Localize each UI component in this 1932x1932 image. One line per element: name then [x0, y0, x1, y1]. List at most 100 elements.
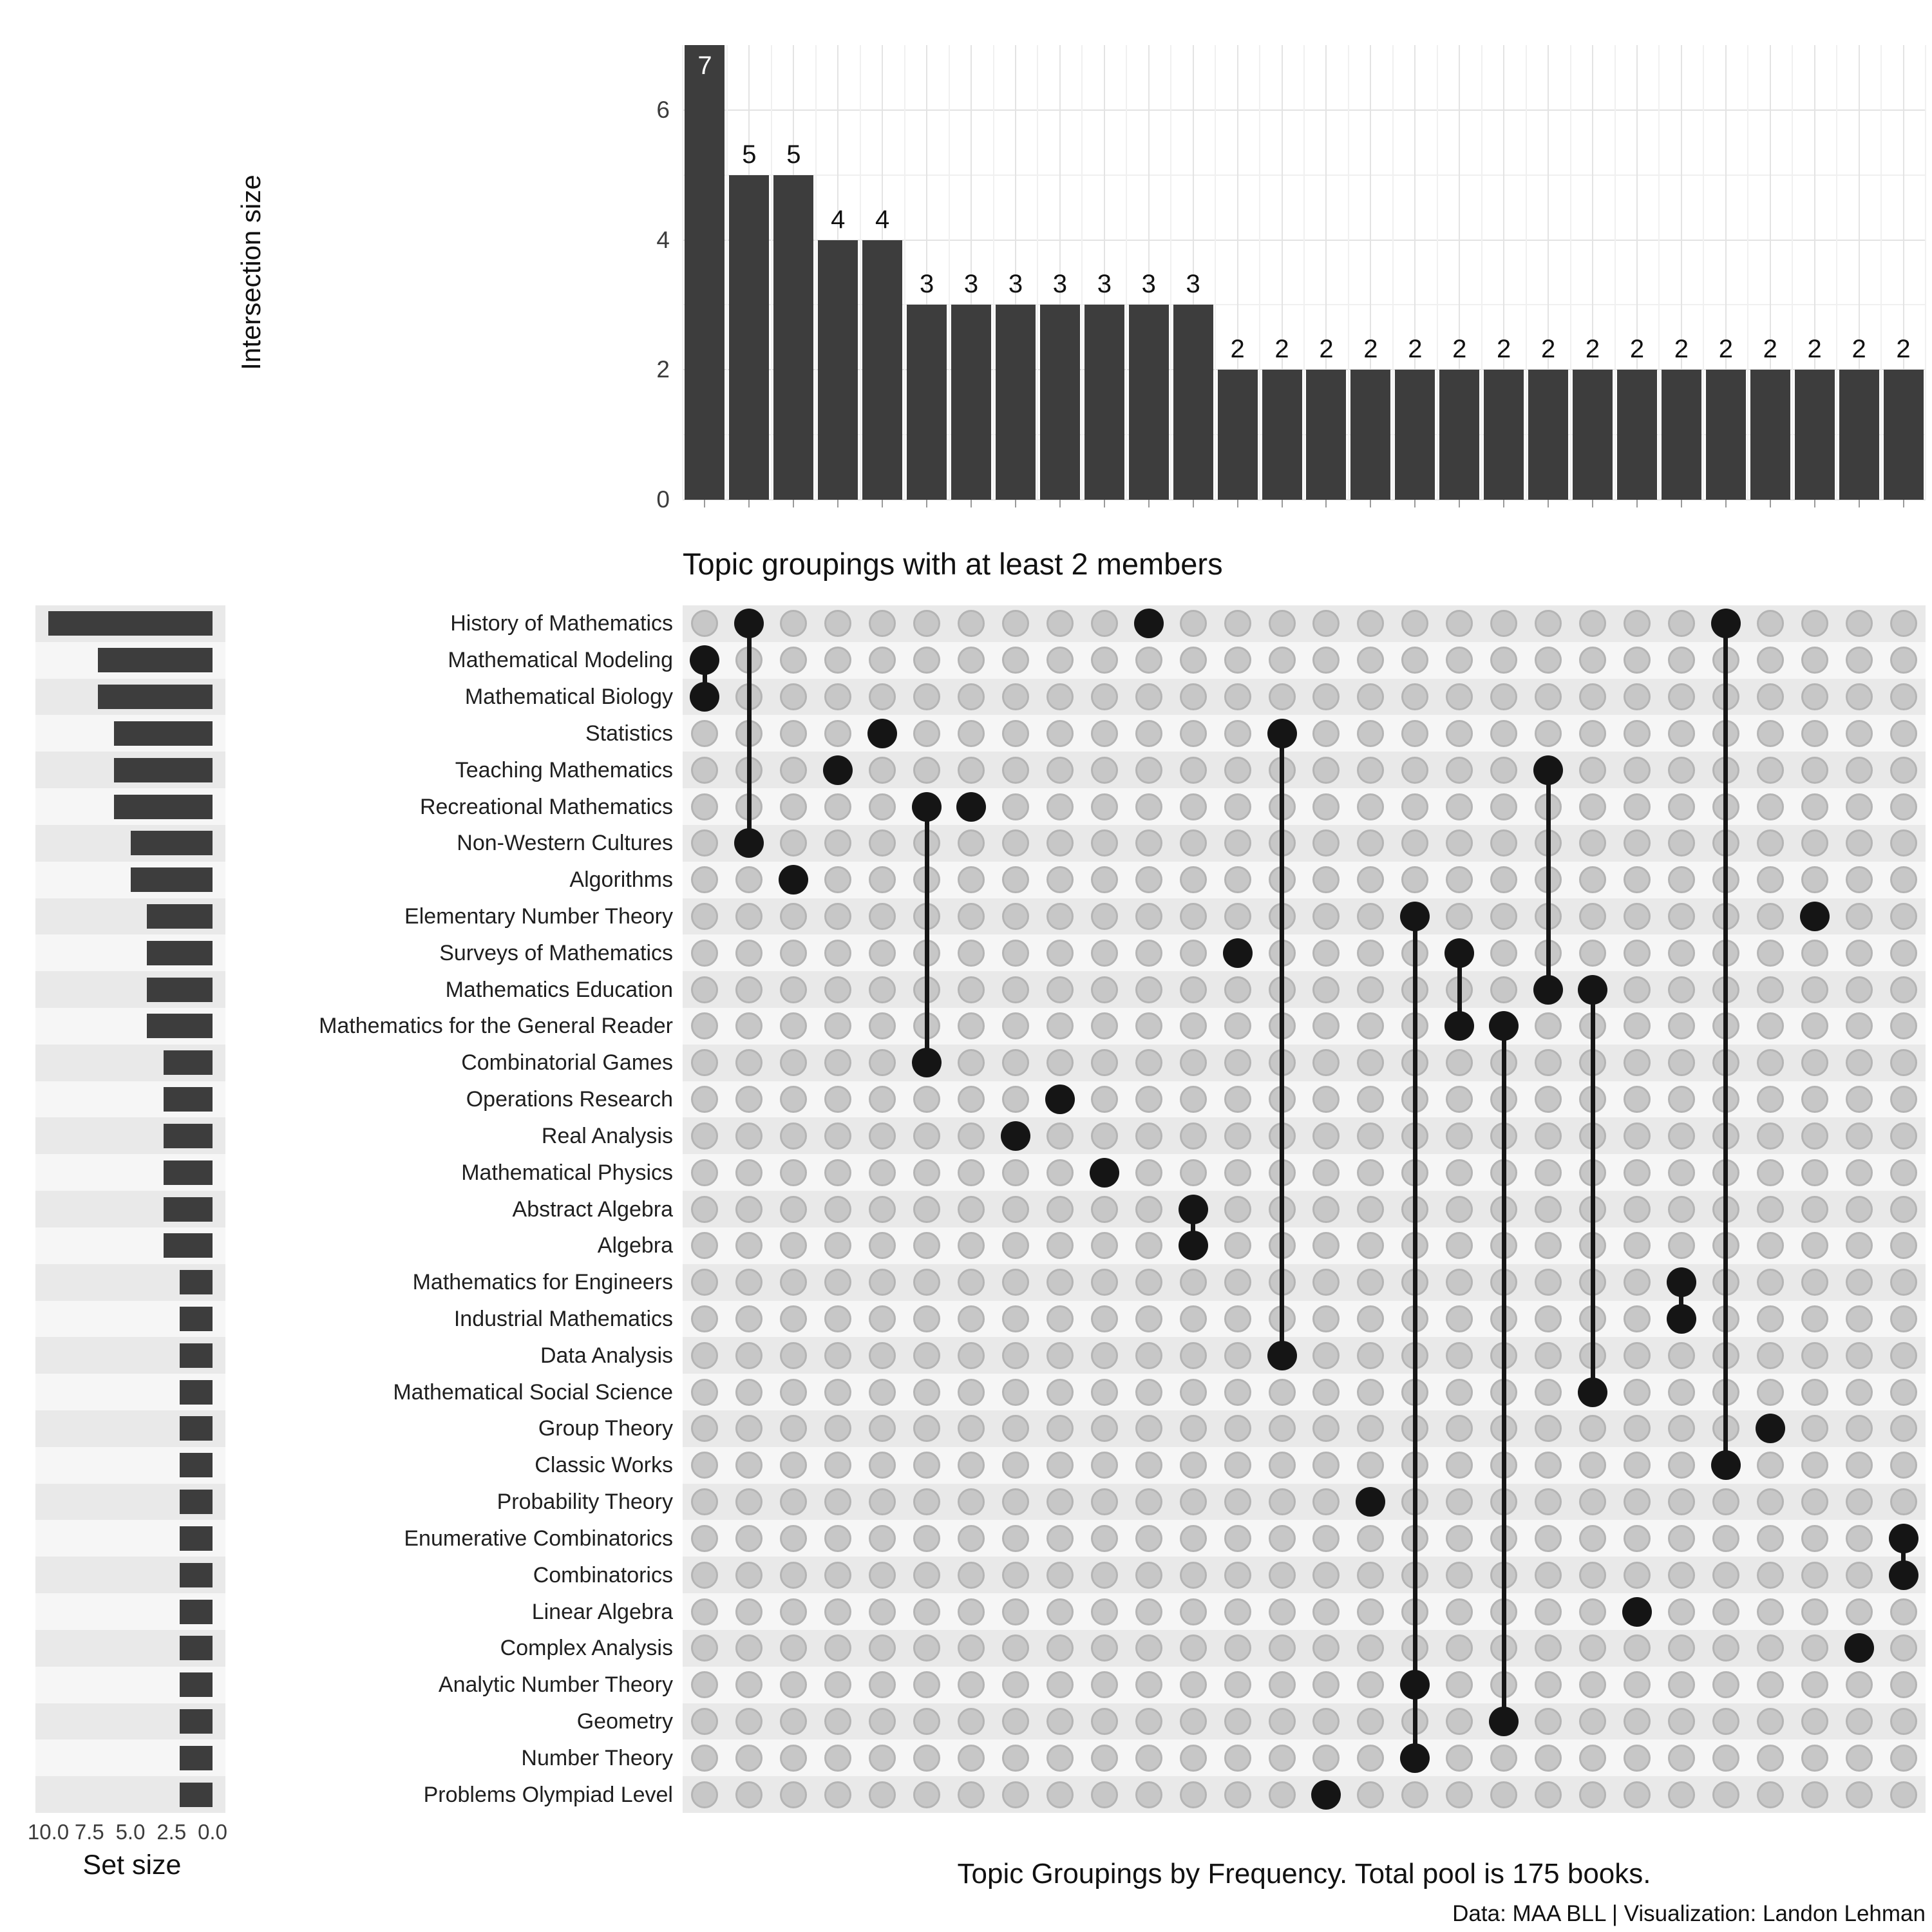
matrix-dot-inactive — [1535, 1232, 1562, 1260]
matrix-dot-inactive — [1889, 1086, 1917, 1113]
matrix-dot-inactive — [913, 1707, 941, 1735]
matrix-dot-active — [1844, 1633, 1874, 1663]
matrix-dot-inactive — [1801, 1269, 1828, 1296]
matrix-dot-inactive — [1756, 1122, 1784, 1150]
matrix-dot-inactive — [1446, 866, 1473, 894]
matrix-dot-inactive — [1623, 1195, 1651, 1223]
matrix-dot-inactive — [1756, 647, 1784, 674]
gridline-major-v — [1636, 45, 1638, 500]
matrix-dot-inactive — [1268, 1744, 1296, 1772]
matrix-dot-inactive — [1046, 1561, 1074, 1589]
matrix-dot-inactive — [1756, 1086, 1784, 1113]
matrix-dot-inactive — [691, 1598, 719, 1625]
intersection-bar-label: 2 — [1585, 335, 1600, 364]
matrix-dot-inactive — [1535, 1195, 1562, 1223]
matrix-dot-inactive — [869, 1671, 896, 1699]
matrix-dot-inactive — [1889, 756, 1917, 784]
matrix-dot-inactive — [780, 902, 808, 930]
intersection-bar — [995, 305, 1036, 500]
matrix-dot-inactive — [1535, 1378, 1562, 1406]
matrix-dot-inactive — [1090, 683, 1118, 711]
set-size-bar — [163, 1050, 213, 1075]
gridline-major-v — [1503, 45, 1505, 500]
matrix-dot-inactive — [1446, 829, 1473, 857]
matrix-dot-inactive — [1667, 1561, 1695, 1589]
gridline-major-v — [1192, 45, 1194, 500]
matrix-dot-inactive — [1579, 939, 1607, 967]
matrix-dot-inactive — [1623, 1012, 1651, 1040]
matrix-dot-inactive — [1446, 1707, 1473, 1735]
matrix-dot-inactive — [1490, 683, 1518, 711]
matrix-dot-inactive — [913, 647, 941, 674]
matrix-dot-inactive — [913, 683, 941, 711]
matrix-dot-inactive — [1268, 1378, 1296, 1406]
matrix-dot-inactive — [1001, 1305, 1029, 1332]
set-size-bar — [48, 611, 213, 636]
matrix-dot-inactive — [913, 1781, 941, 1808]
matrix-dot-inactive — [780, 1269, 808, 1296]
matrix-dot-inactive — [1801, 1195, 1828, 1223]
matrix-dot-active — [1799, 901, 1830, 931]
matrix-dot-inactive — [1801, 1341, 1828, 1369]
matrix-dot-inactive — [1446, 1086, 1473, 1113]
matrix-dot-inactive — [1357, 1452, 1385, 1479]
top-axis-tick — [1725, 500, 1727, 507]
top-axis-tick — [1858, 500, 1860, 507]
matrix-dot-inactive — [691, 1634, 719, 1662]
matrix-dot-inactive — [1312, 1049, 1340, 1077]
matrix-dot-inactive — [735, 1415, 763, 1443]
top-axis-tick — [1103, 500, 1105, 507]
matrix-dot-inactive — [1357, 1524, 1385, 1552]
matrix-dot-inactive — [1535, 1341, 1562, 1369]
matrix-dot-inactive — [1357, 1122, 1385, 1150]
matrix-dot-inactive — [1623, 1524, 1651, 1552]
matrix-dot-inactive — [1357, 1598, 1385, 1625]
gridline-major-v — [1281, 45, 1283, 500]
set-label: Combinatorial Games — [461, 1050, 673, 1075]
matrix-dot-inactive — [869, 1122, 896, 1150]
matrix-dot-inactive — [1312, 1159, 1340, 1186]
matrix-dot-inactive — [1889, 1452, 1917, 1479]
matrix-dot-inactive — [1179, 683, 1207, 711]
intersection-bar-label: 2 — [1540, 335, 1556, 364]
matrix-dot-active — [956, 791, 987, 822]
gridline-major-v — [1414, 45, 1416, 500]
set-label: Mathematical Social Science — [393, 1379, 673, 1405]
matrix-dot-inactive — [1756, 1744, 1784, 1772]
matrix-dot-inactive — [1046, 683, 1074, 711]
matrix-dot-inactive — [780, 793, 808, 820]
set-label: Statistics — [585, 721, 673, 746]
matrix-dot-inactive — [1756, 1195, 1784, 1223]
matrix-dot-inactive — [869, 1049, 896, 1077]
matrix-dot-inactive — [1179, 1488, 1207, 1516]
matrix-dot-inactive — [1135, 756, 1162, 784]
matrix-dot-inactive — [1268, 1415, 1296, 1443]
matrix-dot-inactive — [1889, 1415, 1917, 1443]
matrix-dot-inactive — [1135, 829, 1162, 857]
matrix-dot-inactive — [1090, 1012, 1118, 1040]
matrix-dot-active — [912, 791, 942, 822]
matrix-dot-inactive — [1135, 1744, 1162, 1772]
matrix-dot-inactive — [1179, 1086, 1207, 1113]
matrix-dot-inactive — [1845, 793, 1873, 820]
matrix-dot-inactive — [913, 1341, 941, 1369]
matrix-dot-inactive — [780, 1744, 808, 1772]
matrix-dot-inactive — [1535, 1269, 1562, 1296]
intersection-bar — [1839, 370, 1879, 500]
matrix-dot-inactive — [1046, 1524, 1074, 1552]
gridline-minor-v — [1436, 45, 1438, 500]
matrix-dot-active — [1755, 1414, 1785, 1444]
matrix-dot-inactive — [1845, 1195, 1873, 1223]
matrix-dot-inactive — [1090, 1744, 1118, 1772]
matrix-dot-inactive — [913, 1086, 941, 1113]
matrix-dot-inactive — [1446, 1415, 1473, 1443]
matrix-dot-inactive — [1490, 829, 1518, 857]
matrix-dot-inactive — [958, 1488, 985, 1516]
matrix-dot-inactive — [1712, 1488, 1739, 1516]
matrix-dot-active — [690, 645, 720, 676]
matrix-dot-active — [1178, 1194, 1208, 1224]
matrix-dot-inactive — [869, 866, 896, 894]
set-label: Mathematical Physics — [461, 1160, 673, 1185]
matrix-dot-inactive — [1623, 829, 1651, 857]
matrix-dot-inactive — [780, 1452, 808, 1479]
